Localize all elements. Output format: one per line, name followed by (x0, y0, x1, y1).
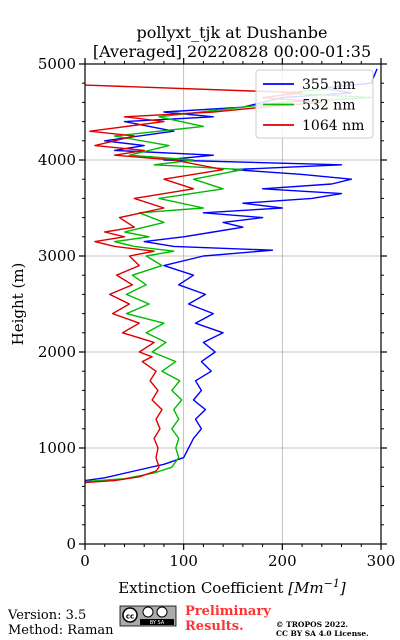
x-axis-unit-exp: −1 (324, 577, 340, 590)
y-tick-label: 3000 (38, 247, 76, 265)
y-tick-label: 4000 (38, 151, 76, 169)
y-tick-label: 2000 (38, 343, 76, 361)
x-axis-label-prefix: Extinction Coefficient (118, 579, 288, 597)
legend-label: 355 nm (302, 77, 355, 93)
cc-icon (122, 607, 138, 623)
method-text: Method: Raman (8, 623, 114, 638)
preliminary-text-line2: Results. (185, 619, 244, 634)
x-axis-label: Extinction Coefficient [Mm−1] (118, 577, 346, 597)
x-axis-unit-base: Mm (293, 579, 324, 597)
series-line-355-nm (85, 68, 378, 482)
legend-box (255, 69, 374, 139)
chart-title-line2: [Averaged] 20220828 00:00-01:35 (93, 42, 371, 61)
version-text: Version: 3.5 (7, 608, 86, 623)
by-icon (142, 606, 154, 618)
legend: 355 nm 532 nm 1064 nm (255, 69, 374, 139)
series-lines (85, 68, 378, 484)
legend-label: 1064 nm (302, 118, 364, 134)
y-tick-label: 1000 (38, 439, 76, 457)
cc-license-badge: cc BY SA (119, 605, 177, 627)
copyright-line1: © TROPOS 2022. (276, 620, 348, 629)
series-line-1064-nm (85, 84, 323, 484)
x-axis-unit: [Mm−1] (288, 577, 346, 597)
svg-text:cc: cc (126, 613, 134, 621)
chart-title-line1: pollyxt_tjk at Dushanbe (136, 23, 327, 42)
cc-badge-text: BY SA (150, 620, 165, 626)
copyright-line2: CC BY SA 4.0 License. (276, 629, 369, 638)
y-tick-label: 0 (66, 535, 76, 553)
y-tick-label: 5000 (38, 55, 76, 73)
x-tick-label: 200 (268, 552, 297, 570)
x-tick-label: 300 (367, 552, 396, 570)
y-axis-label: Height (m) (9, 263, 27, 346)
cc-badge-strip (140, 619, 174, 625)
x-tick-label: 0 (80, 552, 90, 570)
sa-icon (156, 606, 168, 618)
plot-frame (84, 63, 382, 545)
series-line-532-nm (85, 87, 372, 483)
legend-label: 532 nm (302, 98, 355, 114)
preliminary-text-line1: Preliminary (185, 604, 271, 619)
x-tick-label: 100 (169, 552, 198, 570)
